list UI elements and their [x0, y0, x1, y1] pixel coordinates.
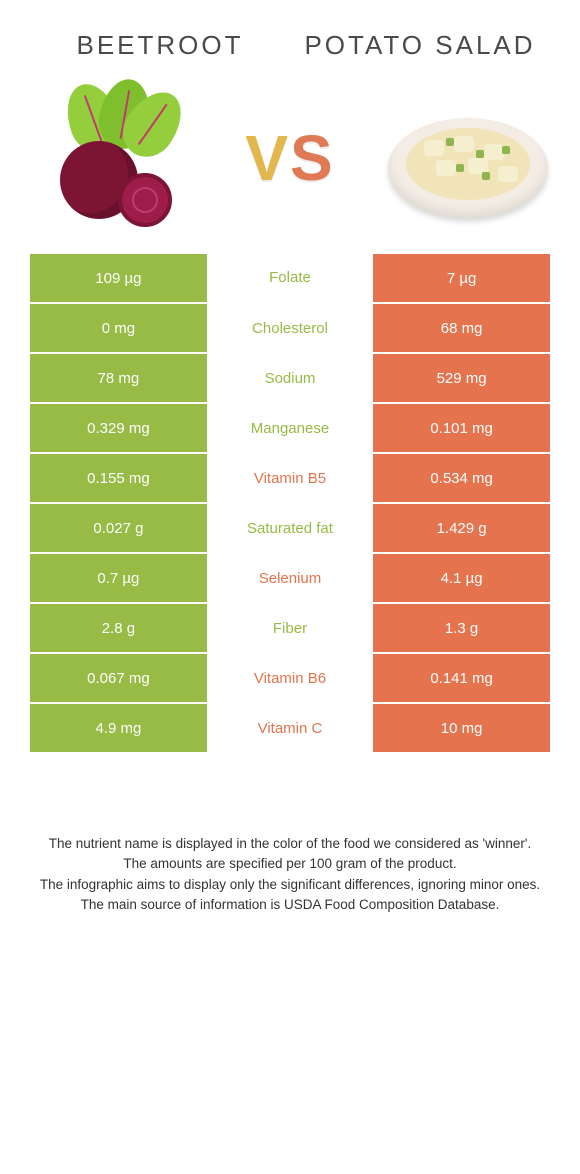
right-value: 1.3 g	[373, 603, 550, 653]
table-row: 0.329 mgManganese0.101 mg	[30, 403, 550, 453]
right-food-title: Potato salad	[290, 30, 550, 61]
table-row: 0.027 gSaturated fat1.429 g	[30, 503, 550, 553]
infographic-page: Beetroot Potato salad VS	[0, 0, 580, 935]
left-value: 0.155 mg	[30, 453, 207, 503]
nutrient-label: Vitamin C	[207, 703, 373, 753]
table-row: 0 mgCholesterol68 mg	[30, 303, 550, 353]
nutrition-table: 109 µgFolate7 µg0 mgCholesterol68 mg78 m…	[30, 252, 550, 754]
table-row: 0.155 mgVitamin B50.534 mg	[30, 453, 550, 503]
left-value: 0.329 mg	[30, 403, 207, 453]
footer-line: The infographic aims to display only the…	[34, 875, 546, 895]
nutrient-label: Folate	[207, 253, 373, 303]
right-value: 10 mg	[373, 703, 550, 753]
images-row: VS	[30, 75, 550, 240]
nutrient-label: Vitamin B6	[207, 653, 373, 703]
nutrient-label: Cholesterol	[207, 303, 373, 353]
nutrition-table-body: 109 µgFolate7 µg0 mgCholesterol68 mg78 m…	[30, 253, 550, 753]
nutrient-label: Selenium	[207, 553, 373, 603]
footer-notes: The nutrient name is displayed in the co…	[30, 834, 550, 915]
table-row: 0.7 µgSelenium4.1 µg	[30, 553, 550, 603]
left-value: 109 µg	[30, 253, 207, 303]
table-row: 4.9 mgVitamin C10 mg	[30, 703, 550, 753]
table-row: 2.8 gFiber1.3 g	[30, 603, 550, 653]
nutrient-label: Saturated fat	[207, 503, 373, 553]
right-value: 7 µg	[373, 253, 550, 303]
header-row: Beetroot Potato salad	[30, 30, 550, 61]
right-value: 1.429 g	[373, 503, 550, 553]
left-value: 2.8 g	[30, 603, 207, 653]
left-value: 4.9 mg	[30, 703, 207, 753]
table-row: 0.067 mgVitamin B60.141 mg	[30, 653, 550, 703]
right-value: 0.101 mg	[373, 403, 550, 453]
nutrient-label: Vitamin B5	[207, 453, 373, 503]
left-food-title: Beetroot	[30, 30, 290, 61]
left-value: 0 mg	[30, 303, 207, 353]
right-value: 529 mg	[373, 353, 550, 403]
potato-salad-image	[385, 75, 550, 240]
table-row: 78 mgSodium529 mg	[30, 353, 550, 403]
right-value: 4.1 µg	[373, 553, 550, 603]
right-value: 68 mg	[373, 303, 550, 353]
footer-line: The amounts are specified per 100 gram o…	[34, 854, 546, 874]
left-value: 0.067 mg	[30, 653, 207, 703]
vs-label: VS	[245, 121, 334, 195]
beetroot-image	[30, 75, 195, 240]
nutrient-label: Fiber	[207, 603, 373, 653]
nutrient-label: Sodium	[207, 353, 373, 403]
left-value: 0.7 µg	[30, 553, 207, 603]
right-value: 0.534 mg	[373, 453, 550, 503]
left-value: 78 mg	[30, 353, 207, 403]
nutrient-label: Manganese	[207, 403, 373, 453]
right-value: 0.141 mg	[373, 653, 550, 703]
left-value: 0.027 g	[30, 503, 207, 553]
footer-line: The nutrient name is displayed in the co…	[34, 834, 546, 854]
footer-line: The main source of information is USDA F…	[34, 895, 546, 915]
table-row: 109 µgFolate7 µg	[30, 253, 550, 303]
